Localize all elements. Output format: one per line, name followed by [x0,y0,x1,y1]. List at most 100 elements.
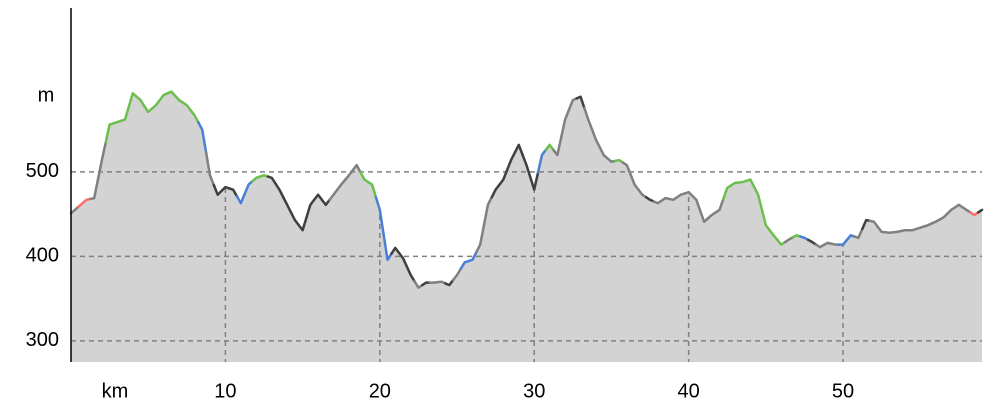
y-axis-label: m [38,84,55,106]
y-tick-label: 300 [26,329,59,351]
profile-segment [691,194,702,213]
profile-segment [112,119,123,125]
profile-segment [946,206,957,215]
profile-segment [444,278,455,287]
profile-segment [861,218,872,231]
profile-segment [336,178,347,191]
profile-segment [181,101,192,112]
profile-segment [297,216,308,232]
profile-segment [799,235,810,242]
profile-segment [166,90,177,98]
profile-segment [660,196,671,202]
profile-segment [521,153,532,179]
profile-segment [143,104,154,114]
profile-segment [89,177,100,201]
profile-segment [305,198,316,219]
profile-segment [876,225,887,234]
profile-segment [552,136,563,157]
profile-segment [390,246,401,256]
profile-segment [220,185,231,193]
profile-segment [467,250,478,263]
profile-segment [397,251,409,268]
profile-segment [320,198,331,207]
profile-segment [135,95,146,108]
profile-segment [359,171,370,184]
profile-segment [69,205,80,215]
profile-segment [119,105,131,123]
profile-segment [529,171,540,191]
profile-segment [953,203,964,209]
profile-segment [891,229,903,234]
profile-segment [606,157,617,164]
profile-segment [475,223,486,254]
profile-segment [173,94,185,104]
profile-segment [714,197,725,214]
profile-segment [274,182,285,199]
profile-segment [421,281,432,287]
profile-segment [282,196,293,214]
profile-segment [830,242,841,246]
profile-segment [374,196,385,237]
profile-segment [228,187,239,198]
profile-segment [698,209,710,224]
profile-segment [969,211,980,217]
x-tick-label: 30 [523,380,545,402]
profile-segment [366,180,378,199]
x-tick-label: 10 [214,380,236,402]
profile-segment [127,92,138,108]
profile-segment [814,243,825,249]
profile-segment [706,211,717,220]
profile-segment [837,238,849,246]
profile-segment [104,122,115,144]
profile-segment [768,228,779,242]
x-tick-label: 40 [678,380,700,402]
profile-segment [961,206,972,214]
profile-segment [614,158,625,164]
profile-segment [482,196,494,226]
profile-segment [675,192,687,199]
profile-segment [907,227,918,232]
profile-segment [513,143,524,157]
profile-segment [637,188,648,199]
profile-segment [845,234,856,242]
profile-segment [791,234,802,239]
profile-segment [783,236,795,244]
profile-segment [150,98,162,110]
profile-segment [590,128,602,149]
profile-segment [976,208,984,214]
profile-segment [544,143,555,152]
profile-segment [583,106,594,131]
profile-segment [683,190,694,198]
profile-segment [413,280,424,289]
profile-segment [189,108,200,124]
profile-segment [598,146,609,160]
profile-segment [621,161,632,177]
profile-segment [668,196,679,202]
profile-segment [251,175,262,183]
elevation-area [71,91,982,363]
profile-segment [212,183,223,196]
profile-segment [559,108,571,139]
profile-segment [760,208,771,232]
x-axis-label: km [102,380,129,402]
profile-segment [652,199,663,205]
x-tick-label: 20 [369,380,391,402]
profile-segment [96,141,107,181]
profile-segment [243,179,254,196]
profile-segment [266,175,277,185]
y-tick-label: 400 [26,245,59,267]
profile-segment [505,151,517,172]
profile-segment [822,241,833,247]
profile-segment [938,212,949,221]
profile-segment [258,174,270,178]
profile-segment [382,233,393,262]
profile-segment [204,151,216,187]
profile-segment [868,219,880,229]
profile-segment [459,259,470,270]
profile-segment [807,238,818,246]
profile-segment [915,225,926,231]
profile-segment [853,227,864,240]
profile-segment [158,92,169,102]
profile-segment [436,280,447,285]
